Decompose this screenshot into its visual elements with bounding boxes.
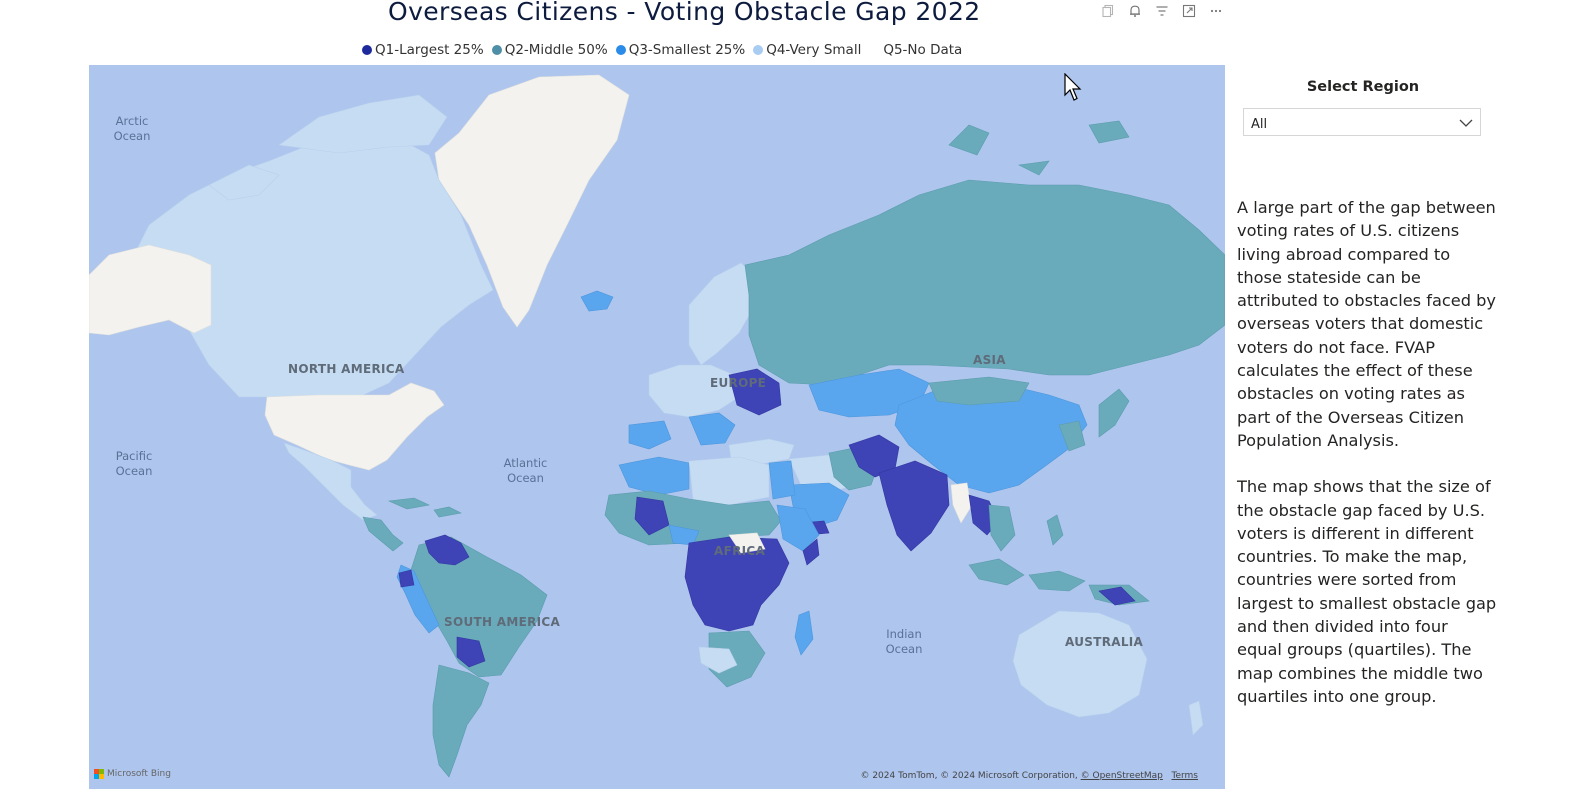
openstreetmap-link[interactable]: © OpenStreetMap [1080, 771, 1163, 781]
region-africa-center-nodata[interactable] [728, 532, 766, 554]
region-ecuador[interactable] [398, 569, 415, 588]
filter-icon[interactable] [1154, 3, 1170, 19]
region-papua-new-guinea[interactable] [1098, 586, 1136, 606]
region-north-africa-central[interactable] [688, 456, 770, 506]
region-southern-cone[interactable] [432, 664, 490, 778]
legend-label-q3: Q3-Smallest 25% [628, 42, 746, 58]
report-title: Overseas Citizens - Voting Obstacle Gap … [388, 0, 981, 26]
legend-label-q1: Q1-Largest 25% [375, 42, 484, 58]
region-egypt[interactable] [768, 460, 796, 500]
region-greenland[interactable] [434, 74, 630, 328]
region-myanmar[interactable] [950, 482, 972, 524]
region-south-africa-q4[interactable] [698, 646, 738, 674]
region-northern-south-america[interactable] [424, 534, 470, 566]
region-north-africa-west[interactable] [618, 456, 690, 496]
legend-swatch-q4 [753, 45, 764, 55]
region-mongolia[interactable] [928, 376, 1030, 406]
region-korea-japan[interactable] [1058, 388, 1130, 452]
legend-swatch-q2 [491, 45, 502, 55]
description-textbox: A large part of the gap between voting r… [1237, 196, 1497, 731]
description-paragraph-2: The map shows that the size of the obsta… [1237, 477, 1497, 706]
filled-map[interactable]: Arctic Ocean Pacific Ocean Atlantic Ocea… [89, 65, 1225, 789]
bell-icon[interactable] [1127, 3, 1143, 19]
region-western-europe[interactable] [648, 364, 740, 418]
region-spain[interactable] [628, 420, 672, 450]
region-scandinavia[interactable] [688, 262, 758, 366]
focus-mode-icon[interactable] [1181, 3, 1197, 19]
africa-label: AFRICA [714, 544, 766, 558]
bing-label: Microsoft Bing [107, 769, 171, 779]
region-eastern-europe[interactable] [728, 368, 782, 416]
region-indochina[interactable] [988, 504, 1016, 552]
description-paragraph-1: A large part of the gap between voting r… [1237, 198, 1496, 450]
legend-item-q5[interactable]: Q5-No Data [869, 42, 962, 58]
region-west-africa-q1[interactable] [634, 496, 670, 536]
europe-label: EUROPE [710, 376, 767, 390]
region-usa[interactable] [264, 382, 445, 471]
region-caribbean[interactable] [387, 497, 462, 518]
legend-swatch-q1 [362, 45, 372, 55]
legend-item-q4[interactable]: Q4-Very Small [753, 42, 861, 58]
region-southern-africa[interactable] [708, 630, 766, 688]
region-arctic-islands[interactable] [208, 94, 448, 201]
region-iceland[interactable] [580, 290, 614, 312]
region-alaska[interactable] [89, 244, 212, 336]
indian-ocean-label: Indian Ocean [885, 627, 923, 656]
terms-link[interactable]: Terms [1171, 771, 1198, 781]
region-horn-africa[interactable] [802, 538, 820, 566]
region-balkans[interactable] [688, 412, 736, 446]
pacific-ocean-label: Pacific Ocean [115, 449, 153, 478]
visual-header-toolbar [1100, 2, 1224, 20]
arctic-ocean-label: Arctic Ocean [113, 114, 151, 143]
north-america-label: NORTH AMERICA [288, 362, 405, 376]
region-bolivia[interactable] [456, 636, 486, 668]
microsoft-logo-icon [94, 769, 104, 779]
region-india[interactable] [878, 460, 950, 552]
region-madagascar[interactable] [794, 610, 814, 656]
australia-label: AUSTRALIA [1065, 635, 1144, 649]
region-arctic-russia-islands[interactable] [948, 120, 1130, 176]
region-canada[interactable] [128, 132, 494, 398]
legend-item-q3[interactable]: Q3-Smallest 25% [615, 42, 746, 58]
legend-label-q4: Q4-Very Small [766, 42, 862, 58]
chevron-down-icon[interactable] [1458, 115, 1474, 129]
asia-label: ASIA [973, 353, 1006, 367]
map-attribution: © 2024 TomTom, © 2024 Microsoft Corporat… [860, 771, 1198, 781]
slicer-title: Select Region [1306, 79, 1420, 95]
atlantic-ocean-label: Atlantic Ocean [503, 456, 548, 485]
map-legend: Q1-Largest 25% Q2-Middle 50% Q3-Smallest… [362, 40, 970, 60]
legend-label-q5: Q5-No Data [883, 42, 963, 58]
more-options-icon[interactable] [1208, 3, 1224, 19]
mouse-pointer-icon [1064, 72, 1084, 103]
region-australia[interactable] [1012, 610, 1148, 718]
region-mexico[interactable] [283, 442, 378, 521]
region-central-africa[interactable] [684, 536, 790, 632]
region-new-zealand[interactable] [1188, 700, 1204, 736]
bing-logo: Microsoft Bing [94, 769, 171, 779]
region-central-america[interactable] [362, 516, 404, 552]
attribution-text: © 2024 TomTom, © 2024 Microsoft Corporat… [860, 771, 1081, 781]
legend-item-q1[interactable]: Q1-Largest 25% [362, 42, 484, 58]
copy-icon[interactable] [1100, 3, 1116, 19]
region-east-africa[interactable] [776, 504, 820, 552]
legend-swatch-q3 [615, 45, 626, 55]
map-canvas[interactable] [89, 65, 1225, 789]
south-america-label: SOUTH AMERICA [444, 615, 561, 629]
region-philippines[interactable] [1046, 514, 1064, 546]
legend-item-q2[interactable]: Q2-Middle 50% [491, 42, 608, 58]
region-dropdown-value: All [1251, 117, 1268, 132]
legend-label-q2: Q2-Middle 50% [504, 42, 608, 58]
region-dropdown[interactable]: All [1243, 108, 1481, 136]
